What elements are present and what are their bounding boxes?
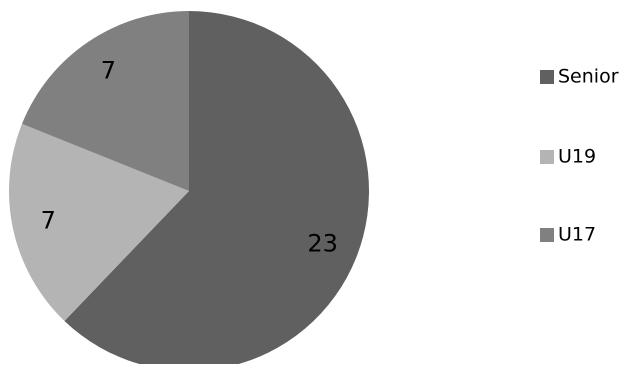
pie-slices (9, 11, 369, 368)
legend-label-u19: U19 (558, 146, 596, 168)
legend-swatch-u19 (540, 150, 554, 164)
legend-label-u17: U17 (558, 224, 596, 246)
data-labels: 23 7 7 (41, 57, 338, 258)
pie-slice-u19 (9, 123, 189, 321)
pie-slice-senior (64, 11, 369, 368)
data-label-senior: 23 (307, 230, 338, 258)
legend-swatch-u17 (540, 228, 554, 242)
data-label-u19: 7 (41, 206, 56, 234)
legend-label-senior: Senior (558, 66, 619, 88)
legend: Senior U19 U17 (540, 66, 619, 246)
data-label-u17: 7 (101, 57, 116, 85)
legend-swatch-senior (540, 70, 554, 84)
pie-slice-u17 (21, 11, 189, 191)
